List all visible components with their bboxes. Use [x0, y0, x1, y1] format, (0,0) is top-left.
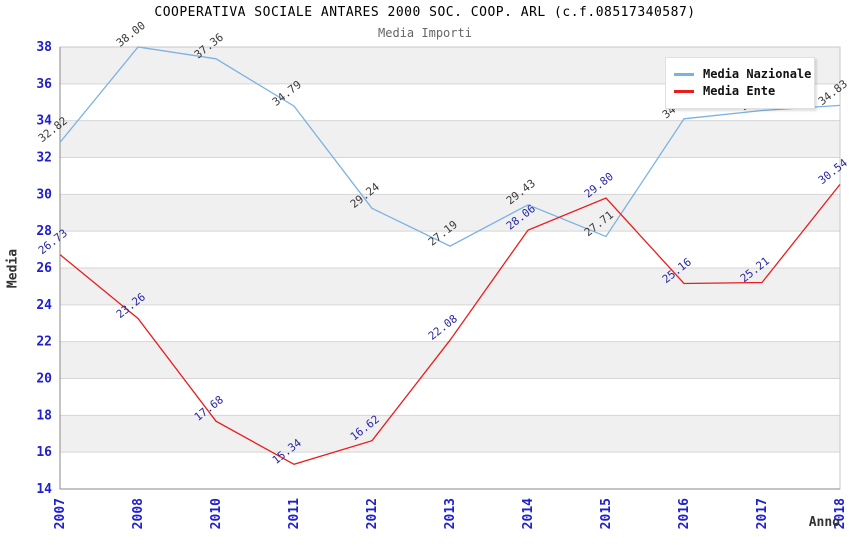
legend-swatch-icon	[674, 72, 694, 76]
x-tick-label: 2008	[131, 498, 146, 529]
chart-subtitle: Media Importi	[378, 26, 472, 40]
y-tick-label: 32	[36, 151, 52, 166]
grid-band	[60, 452, 840, 489]
y-tick-label: 22	[36, 335, 52, 350]
x-tick-label: 2010	[209, 498, 224, 529]
x-tick-label: 2018	[833, 498, 848, 529]
legend-item-media-ente[interactable]: Media Ente	[674, 84, 806, 98]
data-point-label: 38.00	[114, 19, 148, 50]
y-axis-title: Media	[5, 248, 21, 289]
grid-band	[60, 268, 840, 305]
legend-item-media-nazionale[interactable]: Media Nazionale	[674, 67, 811, 81]
y-tick-label: 34	[36, 114, 52, 129]
x-tick-label: 2017	[755, 498, 770, 529]
grid-band	[60, 341, 840, 379]
grid-band	[60, 304, 840, 342]
y-tick-label: 20	[36, 372, 52, 387]
y-tick-label: 16	[36, 445, 52, 460]
legend-label: Media Ente	[703, 84, 776, 98]
grid-band	[60, 157, 840, 195]
x-tick-label: 2016	[677, 498, 692, 529]
chart-title: COOPERATIVA SOCIALE ANTARES 2000 SOC. CO…	[154, 5, 696, 20]
y-tick-label: 14	[36, 482, 52, 497]
legend-swatch-icon	[674, 89, 694, 93]
legend: Media Nazionale Media Ente	[665, 57, 815, 109]
y-tick-label: 36	[36, 77, 52, 92]
x-tick-label: 2015	[599, 498, 614, 529]
y-tick-label: 18	[36, 408, 52, 423]
y-tick-label: 24	[36, 298, 52, 313]
y-tick-label: 26	[36, 261, 52, 276]
x-tick-label: 2011	[287, 498, 302, 529]
legend-label: Media Nazionale	[703, 67, 812, 81]
grid-band	[60, 120, 840, 158]
grid-band	[60, 231, 840, 268]
series-line-media-nazionale	[59, 46, 841, 247]
grid-band	[60, 194, 840, 232]
x-tick-label: 2012	[365, 498, 380, 529]
x-tick-label: 2014	[521, 498, 536, 529]
grid-band	[60, 415, 840, 453]
y-tick-label: 28	[36, 224, 52, 239]
grid-band	[60, 378, 840, 416]
y-tick-label: 30	[36, 187, 52, 202]
x-tick-label: 2013	[443, 498, 458, 529]
y-tick-label: 38	[36, 40, 52, 55]
series-line-media-ente	[59, 183, 841, 466]
x-axis-title: Anno	[808, 515, 840, 530]
x-tick-label: 2007	[53, 498, 68, 529]
